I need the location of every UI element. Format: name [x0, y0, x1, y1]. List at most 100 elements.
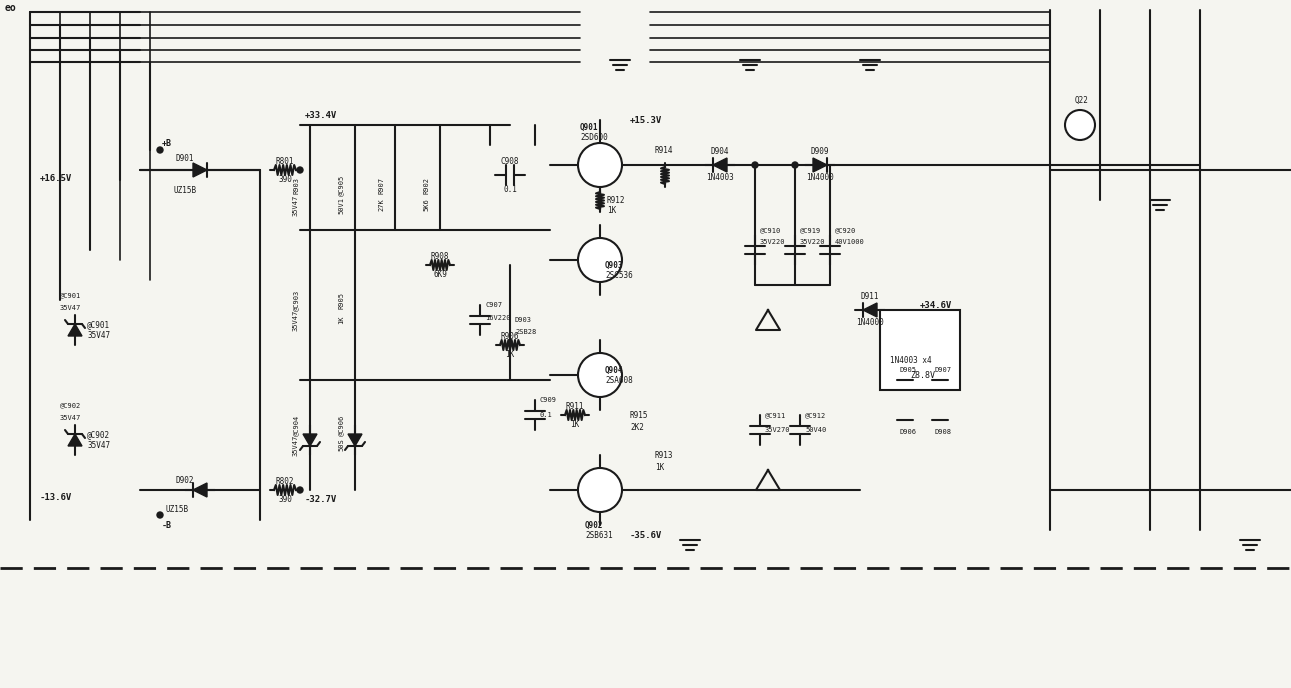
Text: Q901: Q901	[580, 122, 599, 131]
Text: Q903: Q903	[605, 261, 624, 270]
Text: 2K2: 2K2	[630, 422, 644, 431]
Text: @C904: @C904	[293, 414, 300, 436]
Text: 1N4000: 1N4000	[856, 317, 884, 327]
Text: R911: R911	[565, 402, 585, 411]
Polygon shape	[349, 434, 361, 446]
Text: @C912: @C912	[806, 412, 826, 418]
Circle shape	[297, 167, 303, 173]
Text: @C919: @C919	[800, 227, 821, 233]
Text: Q904: Q904	[605, 365, 624, 374]
Text: 390: 390	[278, 495, 292, 504]
Circle shape	[158, 512, 163, 518]
Text: 6K9: 6K9	[432, 270, 447, 279]
Text: D904: D904	[711, 147, 729, 155]
Text: @C901: @C901	[59, 292, 81, 298]
Circle shape	[578, 143, 622, 187]
Polygon shape	[68, 434, 83, 446]
Text: UZ15B: UZ15B	[173, 186, 196, 195]
Text: 0.1: 0.1	[503, 184, 516, 193]
Text: R902: R902	[423, 177, 429, 193]
Text: R913: R913	[655, 451, 674, 460]
Circle shape	[1065, 110, 1095, 140]
Text: R802: R802	[276, 477, 294, 486]
Text: R801: R801	[276, 156, 294, 166]
Text: -B: -B	[161, 521, 172, 530]
Text: 1K: 1K	[338, 316, 343, 324]
Text: D905: D905	[900, 367, 917, 373]
Text: R915: R915	[630, 411, 648, 420]
Text: 35V47: 35V47	[86, 440, 110, 449]
Circle shape	[791, 162, 798, 168]
Text: C907: C907	[485, 302, 502, 308]
Polygon shape	[303, 434, 318, 446]
Text: 16V220: 16V220	[485, 315, 510, 321]
Bar	[880, 310, 961, 390]
Text: 50S: 50S	[338, 439, 343, 451]
Text: 27K: 27K	[378, 199, 383, 211]
Circle shape	[578, 468, 622, 512]
Circle shape	[578, 353, 622, 397]
Text: 2SD600: 2SD600	[580, 133, 608, 142]
Text: D901: D901	[176, 153, 194, 162]
Circle shape	[297, 487, 303, 493]
Text: 1K: 1K	[571, 420, 580, 429]
Text: 35V220: 35V220	[800, 239, 825, 245]
Text: @C911: @C911	[766, 412, 786, 418]
Text: 35V47: 35V47	[59, 415, 81, 421]
Text: 1N4000: 1N4000	[806, 173, 834, 182]
Polygon shape	[713, 158, 727, 172]
Polygon shape	[192, 163, 207, 177]
Text: 1N4003: 1N4003	[706, 173, 733, 182]
Polygon shape	[862, 303, 877, 317]
Text: D907: D907	[935, 367, 951, 373]
Polygon shape	[68, 324, 83, 336]
Text: 390: 390	[278, 175, 292, 184]
Text: 35V47: 35V47	[293, 434, 300, 455]
Text: C909: C909	[540, 397, 556, 403]
Text: +16.5V: +16.5V	[40, 173, 72, 182]
Text: @C905: @C905	[338, 174, 343, 195]
Text: D902: D902	[176, 475, 194, 484]
Text: @C902: @C902	[86, 431, 110, 440]
Text: 2SB631: 2SB631	[585, 530, 613, 539]
Circle shape	[578, 238, 622, 282]
Text: +33.4V: +33.4V	[305, 111, 337, 120]
Text: D906: D906	[900, 429, 917, 435]
Text: R912: R912	[607, 195, 626, 204]
Text: Q902: Q902	[585, 521, 603, 530]
Text: Q22: Q22	[1075, 96, 1088, 105]
Text: Z8.8V: Z8.8V	[910, 371, 935, 380]
Text: D909: D909	[811, 147, 829, 155]
Polygon shape	[192, 483, 207, 497]
Text: R914: R914	[655, 145, 674, 155]
Text: 1K: 1K	[655, 462, 665, 471]
Text: @C902: @C902	[59, 402, 81, 408]
Text: R907: R907	[378, 177, 383, 193]
Text: D911: D911	[861, 292, 879, 301]
Text: -32.7V: -32.7V	[305, 495, 337, 504]
Text: 50V40: 50V40	[806, 427, 826, 433]
Text: 1K: 1K	[505, 350, 515, 358]
Text: R908: R908	[431, 252, 449, 261]
Text: eo: eo	[5, 3, 17, 13]
Text: 50V1: 50V1	[338, 197, 343, 213]
Text: -13.6V: -13.6V	[40, 493, 72, 502]
Text: 35V47: 35V47	[293, 195, 300, 215]
Text: @C903: @C903	[293, 290, 300, 310]
Text: R905: R905	[338, 292, 343, 308]
Text: 35V220: 35V220	[760, 239, 785, 245]
Text: @C901: @C901	[86, 321, 110, 330]
Text: 2SC536: 2SC536	[605, 270, 633, 279]
Text: @C920: @C920	[835, 227, 856, 233]
Text: @C906: @C906	[338, 414, 343, 436]
Text: +34.6V: +34.6V	[920, 301, 953, 310]
Text: 2SA608: 2SA608	[605, 376, 633, 385]
Text: UZ15B: UZ15B	[165, 506, 188, 515]
Text: @C910: @C910	[760, 227, 781, 233]
Text: R906: R906	[501, 332, 519, 341]
Text: -35.6V: -35.6V	[630, 530, 662, 539]
Text: 35V47: 35V47	[293, 310, 300, 331]
Circle shape	[751, 162, 758, 168]
Polygon shape	[813, 158, 828, 172]
Text: 5K6: 5K6	[423, 199, 429, 211]
